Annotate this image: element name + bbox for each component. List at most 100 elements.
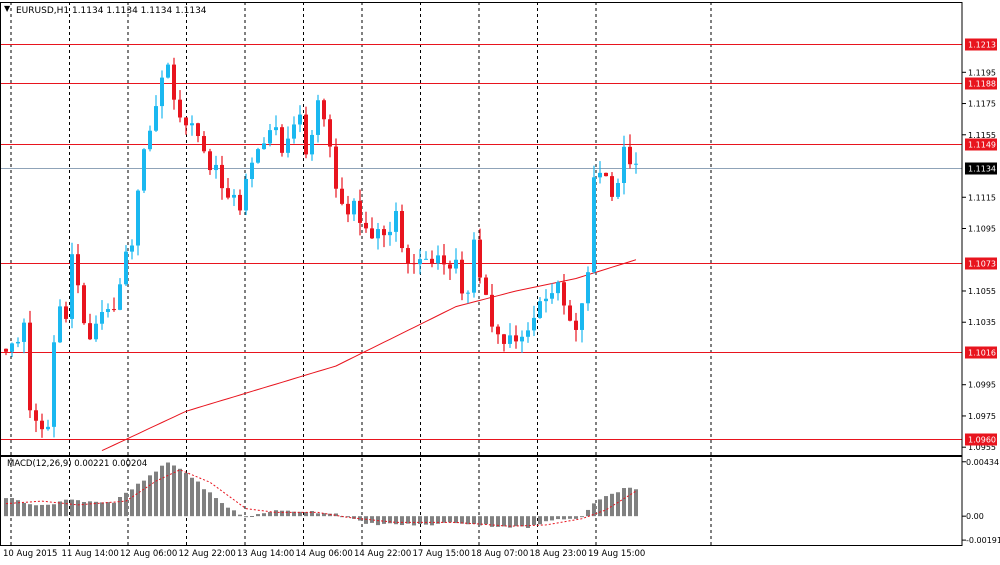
macd-histogram-bar: [136, 483, 140, 517]
macd-histogram-bar: [586, 509, 590, 517]
macd-histogram-bar: [4, 498, 8, 517]
time-tick-label: 17 Aug 15:00: [413, 549, 470, 559]
candle-body: [538, 301, 542, 318]
macd-histogram-bar: [52, 504, 56, 517]
candle-body: [346, 203, 350, 215]
candle-body: [322, 100, 326, 120]
candle-body: [406, 248, 410, 263]
macd-histogram-bar: [604, 496, 608, 517]
macd-histogram-bar: [496, 516, 500, 527]
price-pane-frame: [0, 2, 963, 456]
candle-body: [142, 149, 146, 191]
price-tick-label: 1.1115: [968, 193, 996, 202]
candle-body: [202, 136, 206, 152]
price-level-tag: [965, 346, 997, 359]
moving-average-line: [101, 259, 637, 452]
price-level-tag-label: 1.1213: [968, 41, 996, 50]
macd-histogram-bar: [430, 516, 434, 526]
candle-body: [64, 306, 68, 319]
candle-body: [220, 164, 224, 189]
macd-histogram-bar: [100, 502, 104, 517]
macd-histogram-bar: [370, 516, 374, 523]
candle-body: [562, 282, 566, 306]
time-tick-label: 18 Aug 23:00: [530, 549, 587, 559]
candle-body: [172, 64, 176, 100]
candle-body: [634, 163, 638, 165]
macd-histogram-bar: [112, 502, 116, 517]
macd-histogram-bar: [154, 471, 158, 517]
macd-histogram-bar: [28, 504, 32, 517]
time-tick-label: 10 Aug 2015: [3, 549, 57, 559]
candle-body: [340, 188, 344, 204]
macd-histogram-bar: [16, 500, 20, 517]
macd-histogram-bar: [142, 480, 146, 517]
candle-body: [286, 138, 290, 153]
candle-body: [298, 114, 302, 125]
macd-histogram-bar: [616, 492, 620, 517]
macd-histogram-bar: [64, 499, 68, 517]
price-tick-label: 1.0995: [968, 381, 996, 390]
macd-histogram-bar: [286, 510, 290, 517]
macd-histogram-bar: [448, 516, 452, 523]
candle-body: [154, 106, 158, 131]
candle-body: [532, 317, 536, 331]
candle-body: [292, 124, 296, 139]
candle-body: [70, 254, 74, 319]
candle-body: [274, 127, 278, 131]
candle-body: [568, 305, 572, 321]
time-tick-label: 14 Aug 22:00: [354, 549, 411, 559]
candle-body: [256, 149, 260, 163]
candle-body: [436, 255, 440, 264]
macd-histogram-bar: [178, 468, 182, 517]
candle-body: [574, 320, 578, 330]
candle-body: [376, 229, 380, 239]
candle-body: [160, 77, 164, 107]
macd-histogram-bar: [256, 514, 260, 517]
macd-histogram-bar: [94, 501, 98, 517]
candle-body: [466, 292, 470, 294]
macd-histogram-bar: [580, 516, 584, 518]
macd-histogram-bar: [160, 465, 164, 517]
macd-histogram-bar: [442, 516, 446, 523]
macd-histogram-bar: [394, 516, 398, 525]
time-tick-label: 14 Aug 06:00: [296, 549, 353, 559]
candle-body: [40, 420, 44, 430]
price-tick-label: 1.1055: [968, 287, 996, 296]
candle-body: [58, 306, 62, 343]
macd-histogram-bar: [424, 516, 428, 525]
price-level-tag: [965, 77, 997, 90]
macd-histogram-bar: [478, 516, 482, 526]
macd-histogram-bar: [550, 516, 554, 521]
macd-histogram-bar: [262, 513, 266, 517]
macd-histogram-bar: [244, 516, 248, 518]
macd-histogram-bar: [358, 516, 362, 521]
price-level-tag: [965, 38, 997, 51]
macd-histogram-bar: [418, 516, 422, 524]
macd-histogram-bar: [592, 503, 596, 517]
macd-histogram-bar: [280, 510, 284, 517]
candle-body: [226, 188, 230, 198]
candle-body: [214, 164, 218, 171]
candle-body: [460, 259, 464, 294]
candle-body: [394, 211, 398, 232]
menu-triangle-icon[interactable]: ▼: [4, 4, 11, 13]
macd-histogram-bar: [610, 493, 614, 517]
macd-histogram-bar: [574, 516, 578, 519]
candle-body: [46, 426, 50, 430]
macd-histogram-bar: [22, 502, 26, 517]
macd-histogram-bar: [70, 499, 74, 517]
macd-histogram-bar: [568, 516, 572, 519]
candle-body: [52, 342, 56, 427]
candle-body: [136, 190, 140, 246]
price-level-tag: [965, 257, 997, 270]
macd-histogram-bar: [310, 511, 314, 517]
macd-histogram-bar: [328, 513, 332, 517]
candle-body: [82, 285, 86, 324]
macd-histogram-bar: [166, 462, 170, 517]
macd-histogram-bar: [238, 514, 242, 517]
macd-histogram-bar: [124, 492, 128, 517]
macd-histogram-bar: [304, 512, 308, 517]
candle-body: [124, 251, 128, 285]
